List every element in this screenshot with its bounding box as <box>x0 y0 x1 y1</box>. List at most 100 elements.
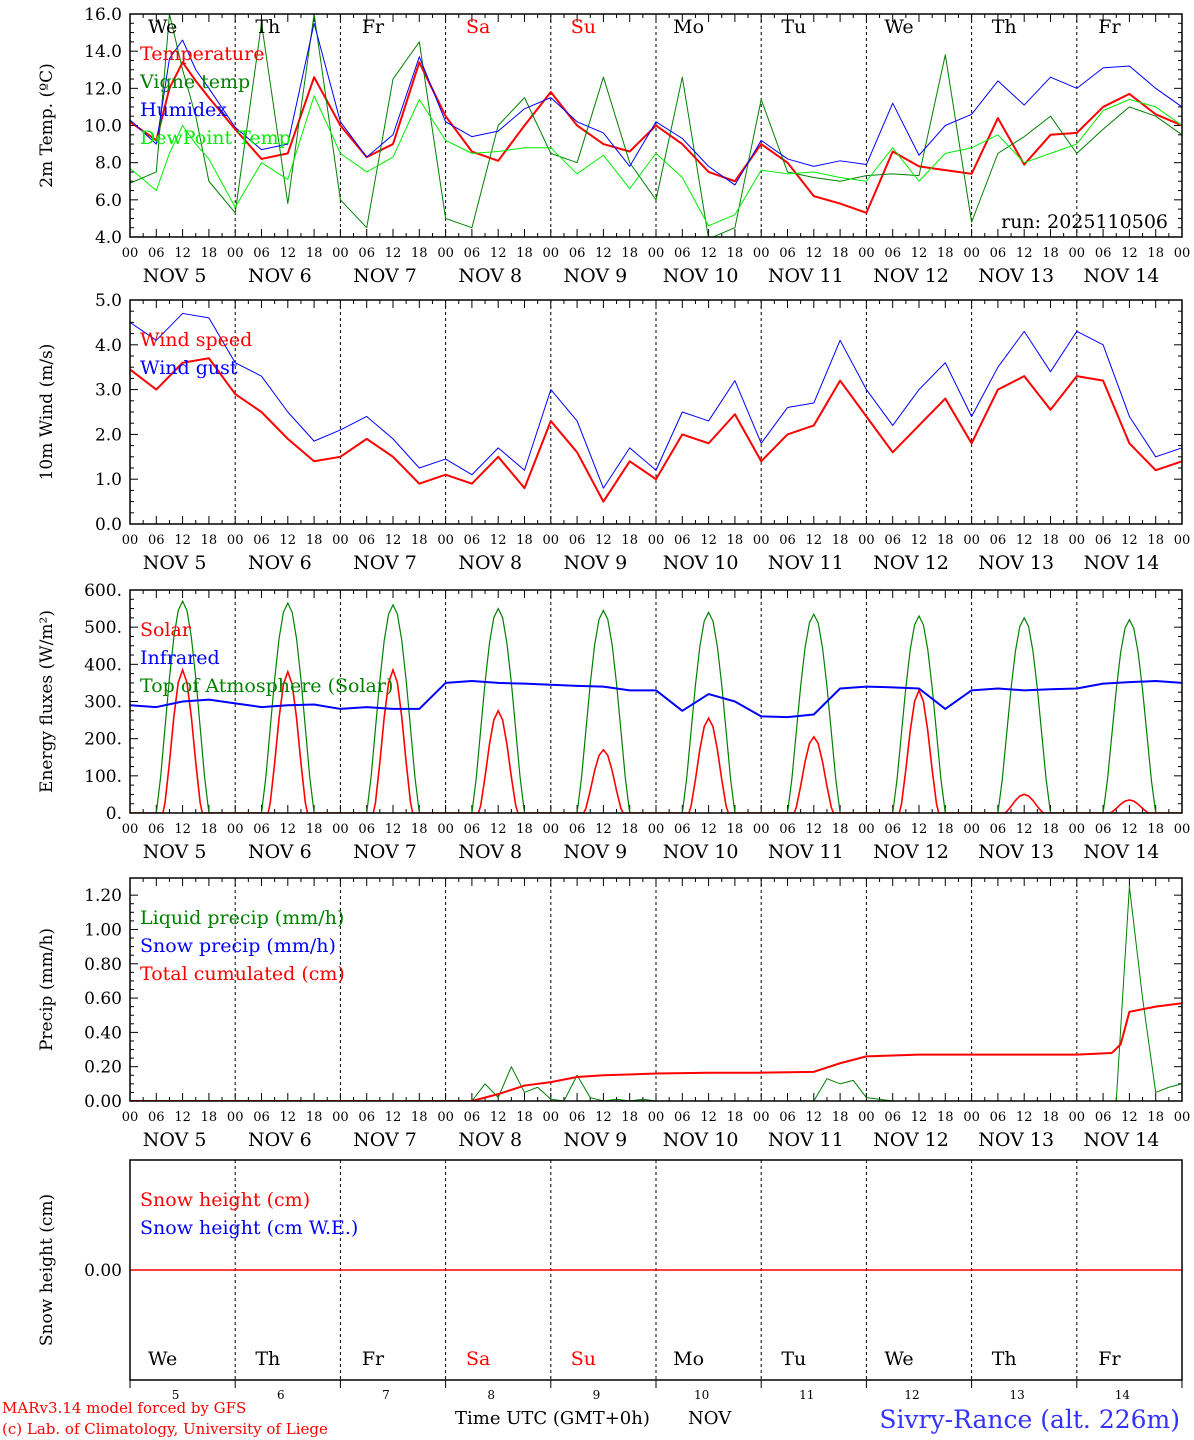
hour-tick-label: 06 <box>253 533 270 548</box>
weekday-label-bottom: Tu <box>781 1348 806 1370</box>
day-label: NOV 12 <box>873 1129 949 1151</box>
series-liquid-precip-mm-h <box>130 886 1182 1101</box>
y-tick-label: 4.0 <box>95 336 122 356</box>
weekday-label-bottom: Sa <box>466 1348 490 1370</box>
hour-tick-label: 12 <box>595 533 612 548</box>
day-label: NOV 7 <box>353 552 417 574</box>
bottom-day-number: 6 <box>277 1388 285 1402</box>
day-label: NOV 10 <box>663 552 739 574</box>
hour-tick-label: 12 <box>911 822 928 837</box>
y-axis-label: Snow height (cm) <box>37 1194 57 1346</box>
hour-tick-label: 00 <box>753 822 770 837</box>
hour-tick-label: 18 <box>727 246 744 261</box>
hour-tick-label: 12 <box>595 1110 612 1125</box>
hour-tick-label: 12 <box>1016 1110 1033 1125</box>
hour-tick-label: 18 <box>201 246 218 261</box>
hour-tick-label: 12 <box>806 1110 823 1125</box>
hour-tick-label: 00 <box>963 1110 980 1125</box>
hour-tick-label: 06 <box>779 1110 796 1125</box>
hour-tick-label: 12 <box>911 246 928 261</box>
hour-tick-label: 06 <box>464 246 481 261</box>
hour-tick-label: 18 <box>411 246 428 261</box>
hour-tick-label: 06 <box>674 533 691 548</box>
weekday-label-bottom: Mo <box>673 1348 704 1370</box>
hour-tick-label: 12 <box>1121 822 1138 837</box>
hour-tick-label: 00 <box>543 533 560 548</box>
hour-tick-label: 12 <box>1016 246 1033 261</box>
footer-credit-text: (c) Lab. of Climatology, University of L… <box>2 1420 328 1438</box>
hour-tick-label: 00 <box>1174 246 1191 261</box>
plot-area-wind <box>130 312 1182 503</box>
bottom-day-number: 5 <box>172 1388 180 1402</box>
hour-tick-label: 00 <box>543 1110 560 1125</box>
plot-area-precip <box>130 886 1182 1101</box>
legend-humidex: Humidex <box>140 99 227 121</box>
hour-tick-label: 00 <box>648 246 665 261</box>
hour-tick-label: 12 <box>174 533 191 548</box>
weekday-label-bottom: We <box>884 1348 913 1370</box>
hour-tick-label: 18 <box>727 822 744 837</box>
hour-tick-label: 18 <box>832 1110 849 1125</box>
day-label: NOV 6 <box>248 1129 312 1151</box>
day-label: NOV 11 <box>768 1129 844 1151</box>
hour-tick-label: 18 <box>201 822 218 837</box>
hour-tick-label: 18 <box>516 533 533 548</box>
hour-tick-label: 18 <box>937 1110 954 1125</box>
y-tick-label: 600. <box>84 581 122 601</box>
panel-precip: 0.00 0.20 0.40 0.60 0.80 1.00 1.20 Precip (mm/h… <box>37 877 1190 1151</box>
day-label: NOV 13 <box>978 265 1054 287</box>
hour-tick-label: 12 <box>280 533 297 548</box>
y-tick-label: 3.0 <box>95 381 122 401</box>
hour-tick-label: 06 <box>1095 533 1112 548</box>
legend-total-cumulated-cm: Total cumulated (cm) <box>140 963 345 985</box>
hour-tick-label: 00 <box>437 1110 454 1125</box>
y-tick-label: 10.0 <box>84 117 122 137</box>
weekday-label-top: Fr <box>1098 16 1121 38</box>
y-tick-label: 0.80 <box>84 955 122 975</box>
hour-tick-label: 00 <box>543 822 560 837</box>
hour-tick-label: 06 <box>674 246 691 261</box>
hour-tick-label: 00 <box>332 1110 349 1125</box>
bottom-day-number: 14 <box>1115 1388 1131 1402</box>
y-tick-label: 8.0 <box>95 154 122 174</box>
hour-tick-label: 00 <box>648 1110 665 1125</box>
hour-tick-label: 06 <box>779 822 796 837</box>
hour-tick-label: 18 <box>516 822 533 837</box>
y-tick-label: 5.0 <box>95 291 122 311</box>
hour-tick-label: 06 <box>569 533 586 548</box>
hour-tick-label: 12 <box>595 246 612 261</box>
weekday-label-bottom: Fr <box>362 1348 385 1370</box>
legend-solar: Solar <box>140 619 192 641</box>
day-label: NOV 6 <box>248 552 312 574</box>
hour-tick-label: 06 <box>253 822 270 837</box>
hour-tick-label: 00 <box>1174 822 1191 837</box>
legend-snow-precip-mm-h: Snow precip (mm/h) <box>140 935 336 957</box>
hour-tick-label: 18 <box>411 533 428 548</box>
hour-tick-label: 12 <box>385 822 402 837</box>
y-tick-label: 16.0 <box>84 5 122 25</box>
hour-tick-label: 06 <box>148 1110 165 1125</box>
plot-frame <box>129 299 1183 525</box>
hour-tick-label: 00 <box>1174 533 1191 548</box>
day-label: NOV 10 <box>663 841 739 863</box>
legend-temperature: Temperature <box>140 43 264 65</box>
weekday-label-top: We <box>884 16 913 38</box>
hour-tick-label: 18 <box>1042 822 1059 837</box>
hour-tick-label: 12 <box>174 1110 191 1125</box>
hour-tick-label: 00 <box>963 533 980 548</box>
legend-infrared: Infrared <box>140 647 220 669</box>
y-tick-label: 400. <box>84 655 122 675</box>
plot-frame <box>129 877 1183 1102</box>
hour-tick-label: 06 <box>1095 822 1112 837</box>
hour-tick-label: 18 <box>621 822 638 837</box>
hour-tick-label: 18 <box>411 1110 428 1125</box>
station-title: Sivry-Rance (alt. 226m) <box>879 1405 1180 1434</box>
run-label: run: 2025110506 <box>1001 211 1168 233</box>
hour-tick-label: 12 <box>806 246 823 261</box>
weekday-label-top: Fr <box>362 16 385 38</box>
hour-tick-label: 18 <box>1042 246 1059 261</box>
hour-tick-label: 06 <box>990 533 1007 548</box>
hour-tick-label: 18 <box>832 533 849 548</box>
hour-tick-label: 06 <box>569 822 586 837</box>
hour-tick-label: 06 <box>884 533 901 548</box>
